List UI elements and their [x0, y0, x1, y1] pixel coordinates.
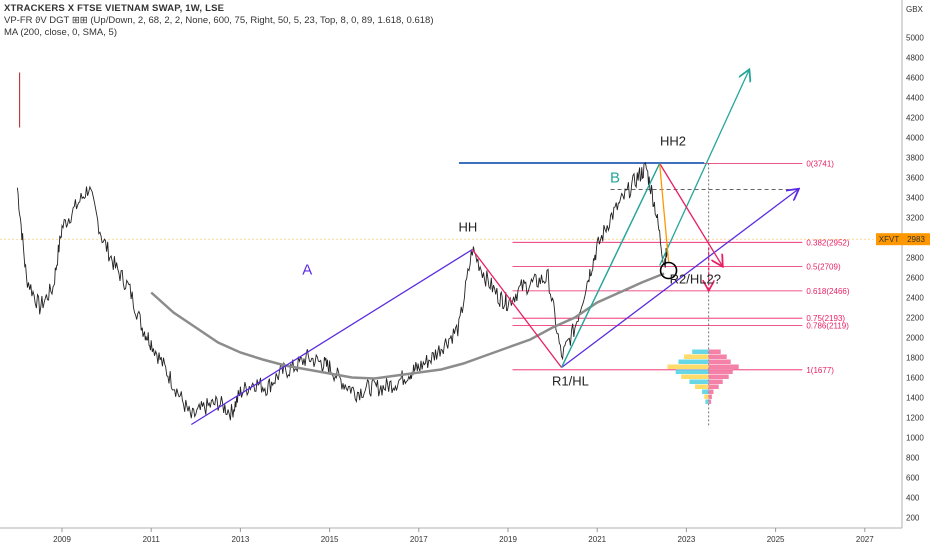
volume-bar-up	[704, 394, 709, 399]
y-tick-label: 2200	[906, 314, 924, 323]
y-tick-label: 2400	[906, 294, 924, 303]
volume-bar-up	[667, 364, 709, 369]
volume-bar-down	[708, 389, 714, 394]
x-tick-label: 2021	[588, 535, 606, 544]
y-tick-label: 4800	[906, 54, 924, 63]
volume-bar-up	[675, 369, 709, 374]
trend-line-target-arrow	[659, 71, 749, 266]
y-tick-label: 4400	[906, 94, 924, 103]
trend-lines	[190, 71, 798, 426]
y-tick-label: 1800	[906, 354, 924, 363]
volume-bar-down	[708, 359, 731, 364]
volume-bar-down	[708, 394, 712, 399]
y-tick-label: 200	[906, 514, 920, 523]
x-tick-label: 2009	[53, 535, 71, 544]
trend-line-rising-support	[561, 190, 798, 369]
volume-bar-down	[708, 369, 733, 374]
indicator-moving-average[interactable]: MA (200, close, 0, SMA, 5)	[4, 27, 117, 38]
annotation-label: HH2	[660, 134, 686, 149]
y-tick-label: 4200	[906, 114, 924, 123]
y-tick-label: 3400	[906, 194, 924, 203]
volume-bar-up	[702, 389, 709, 394]
chart-legend: XTRACKERS X FTSE VIETNAM SWAP, 1W, LSE V…	[4, 3, 434, 39]
volume-bar-up	[689, 379, 709, 384]
y-tick-label: 1400	[906, 394, 924, 403]
y-axis: GBX 200 400 600 800 1000 1200 1400 1600 1800 2000 2…	[901, 0, 924, 528]
fib-level-label: 0(3741)	[806, 159, 834, 168]
x-axis: 2009 2011 2013 2015 2017 2019 2021 2023 2025 2027	[0, 527, 902, 544]
r2-marker-circle	[659, 261, 678, 280]
volume-bar-up	[683, 354, 709, 359]
volume-bar-down	[708, 354, 727, 359]
trend-line-fib-swing	[658, 163, 670, 262]
moving-average	[150, 272, 665, 380]
annotations: A HH B HH2 R1/HL R2/HL2?	[302, 134, 721, 389]
volume-bar-down	[708, 399, 712, 404]
y-tick-label: 600	[906, 474, 920, 483]
price-tag-value-bg	[902, 233, 930, 246]
volume-bar-down	[708, 364, 739, 369]
y-tick-label: 3800	[906, 154, 924, 163]
trend-line-channel-lower	[190, 248, 473, 426]
volume-bar-up	[692, 349, 709, 354]
x-tick-label: 2013	[232, 535, 250, 544]
y-tick-label: 400	[906, 494, 920, 503]
price-line	[16, 161, 669, 421]
fib-level-label: 0.382(2952)	[806, 238, 849, 247]
y-tick-label: 4000	[906, 134, 924, 143]
chart-title: XTRACKERS X FTSE VIETNAM SWAP, 1W, LSE	[4, 3, 225, 14]
y-tick-label: 3600	[906, 174, 924, 183]
fib-level-label: 0.618(2466)	[806, 287, 849, 296]
volume-bar-up	[705, 399, 709, 404]
y-tick-label: 2800	[906, 254, 924, 263]
y-tick-label: 2000	[906, 334, 924, 343]
trend-line-drop-hh	[471, 249, 563, 368]
volume-bar-down	[708, 379, 723, 384]
price-series	[16, 72, 669, 421]
y-tick-label: 5000	[906, 34, 924, 43]
volume-bar-down	[708, 384, 719, 389]
trend-line-wave-b	[560, 163, 661, 368]
x-tick-label: 2023	[678, 535, 696, 544]
y-tick-label: 1200	[906, 414, 924, 423]
volume-bar-down	[708, 349, 721, 354]
volume-bar-down	[708, 374, 729, 379]
y-tick-label: 800	[906, 454, 920, 463]
fib-level-label: 0.5(2709)	[806, 263, 841, 272]
ma-line	[150, 272, 665, 380]
x-tick-label: 2011	[143, 535, 161, 544]
volume-bar-up	[681, 374, 709, 379]
annotation-label: R2/HL2?	[670, 272, 721, 287]
annotation-label: HH	[458, 220, 477, 235]
fib-level-label: 0.75(2193)	[806, 314, 845, 323]
x-tick-label: 2015	[321, 535, 339, 544]
annotation-label: A	[302, 262, 312, 279]
x-tick-label: 2025	[767, 535, 785, 544]
price-tag-value: 2983	[907, 235, 925, 244]
price-tag-symbol: XFVT	[879, 235, 900, 244]
indicator-volume-profile[interactable]: VP-FR ϑV DGT ⊞⊞ (Up/Down, 2, 68, 2, 2, N…	[4, 15, 434, 26]
y-tick-label: 1000	[906, 434, 924, 443]
annotation-label: R1/HL	[552, 374, 589, 389]
x-tick-label: 2017	[410, 535, 428, 544]
price-tag: XFVT 2983	[876, 233, 930, 246]
fib-level-label: 1(1677)	[806, 366, 834, 375]
volume-bar-up	[678, 359, 709, 364]
y-tick-label: 3200	[906, 214, 924, 223]
fib-level-label: 0.786(2119)	[806, 322, 849, 331]
x-tick-label: 2027	[856, 535, 874, 544]
price-tag-symbol-bg	[876, 233, 902, 246]
fibonacci-levels: 0(3741) 0.382(2952) 0.5(2709) 0.618(2466) 0.…	[0, 159, 902, 428]
annotation-label: B	[610, 170, 620, 187]
y-tick-label: 1600	[906, 374, 924, 383]
volume-bar-up	[694, 384, 709, 389]
volume-profile	[667, 349, 739, 404]
x-tick-label: 2019	[499, 535, 517, 544]
currency-label: GBX	[906, 5, 924, 14]
y-tick-label: 2600	[906, 274, 924, 283]
trend-line-drop-hh2	[659, 163, 722, 265]
y-tick-label: 4600	[906, 74, 924, 83]
